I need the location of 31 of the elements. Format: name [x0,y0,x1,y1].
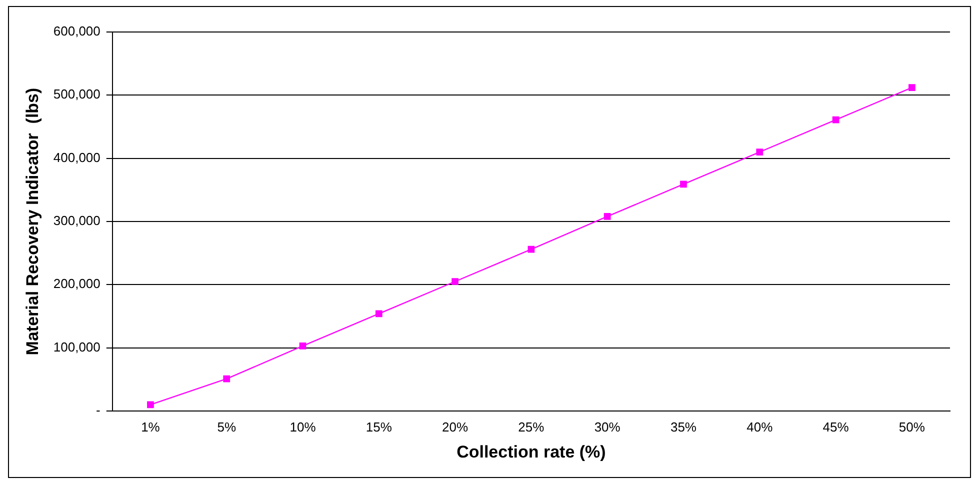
y-tick-label: - [96,402,100,418]
y-axis-title: Material Recovery Indicator (lbs) [22,88,42,356]
point [528,246,535,253]
x-tick-label: 30% [594,419,621,434]
point [756,148,764,156]
x-tick-label: 15% [366,419,392,434]
point [147,401,154,408]
x-tick-label: 10% [290,419,316,434]
x-tick-label: 40% [746,419,774,434]
point [452,278,458,285]
x-tick-label: 25% [518,419,545,434]
x-tick-label: 1% [141,419,160,434]
x-tick-label: 45% [822,419,850,434]
x-axis-title: Collection rate (%) [456,442,606,462]
y-tick-label: 600,000 [53,24,100,39]
y-tick-label: 200,000 [53,276,100,292]
y-tick-label: 100,000 [53,339,100,354]
y-tick-label: 500,000 [53,86,100,102]
point [908,84,916,92]
point [680,180,687,188]
point [604,213,611,220]
x-tick-label: 5% [217,419,236,434]
point [299,342,306,350]
x-tick-label: 50% [898,419,926,434]
point [832,116,840,124]
y-tick-label: 400,000 [53,150,100,165]
x-tick-label: 35% [670,419,697,434]
point [375,310,382,318]
y-tick-label: 300,000 [53,213,100,228]
x-tick-label: 20% [442,419,468,434]
point [223,375,230,382]
